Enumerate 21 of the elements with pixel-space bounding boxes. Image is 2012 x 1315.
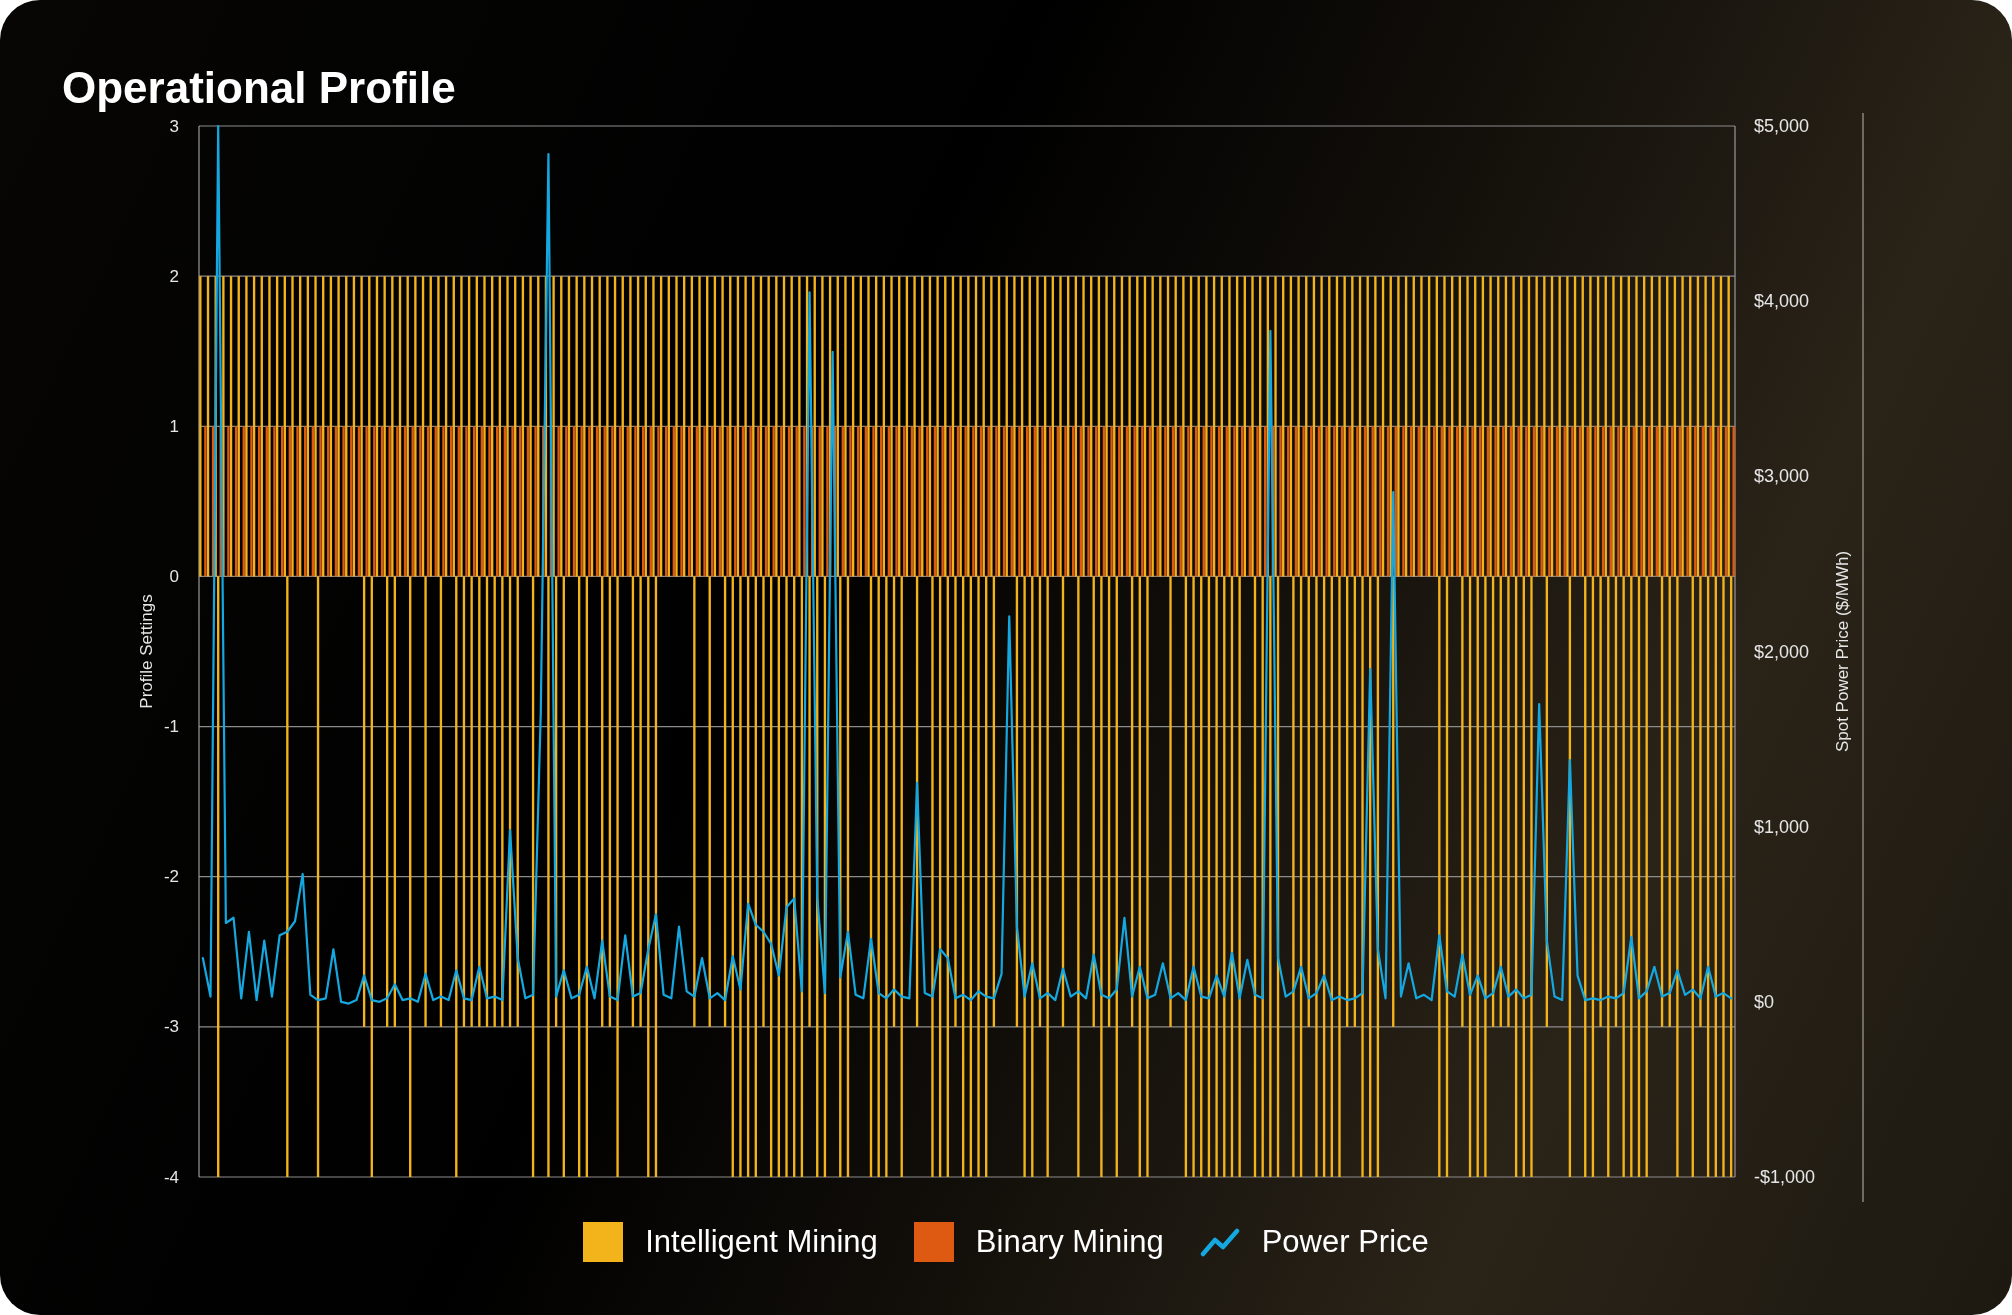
y2-tick-label: $0 <box>1754 991 1775 1012</box>
y2-tick-label: $2,000 <box>1754 641 1810 662</box>
y2-axis-title: Spot Power Price ($/MWh) <box>1832 550 1852 753</box>
y-tick-label: -2 <box>163 867 179 887</box>
y-tick-label: -4 <box>163 1167 179 1187</box>
y-axis-title: Profile Settings <box>137 594 156 709</box>
y-tick-label: 1 <box>169 416 179 436</box>
legend-label: Intelligent Mining <box>645 1224 878 1260</box>
legend-label: Binary Mining <box>975 1224 1164 1260</box>
legend-label: Power Price <box>1261 1224 1429 1260</box>
y-tick-label: 0 <box>169 566 179 586</box>
chart-title: Operational Profile <box>62 63 456 112</box>
y2-tick-label: $3,000 <box>1754 466 1810 487</box>
y-tick-label: 3 <box>169 116 179 136</box>
y2-tick-label: $5,000 <box>1754 116 1810 136</box>
y-tick-label: -3 <box>163 1017 179 1037</box>
y-tick-label: -1 <box>163 717 179 737</box>
y2-tick-label: $4,000 <box>1754 291 1810 312</box>
y2-tick-label: $1,000 <box>1754 816 1810 837</box>
y2-tick-label: -$1,000 <box>1754 1167 1816 1187</box>
y-tick-label: 2 <box>169 266 179 286</box>
